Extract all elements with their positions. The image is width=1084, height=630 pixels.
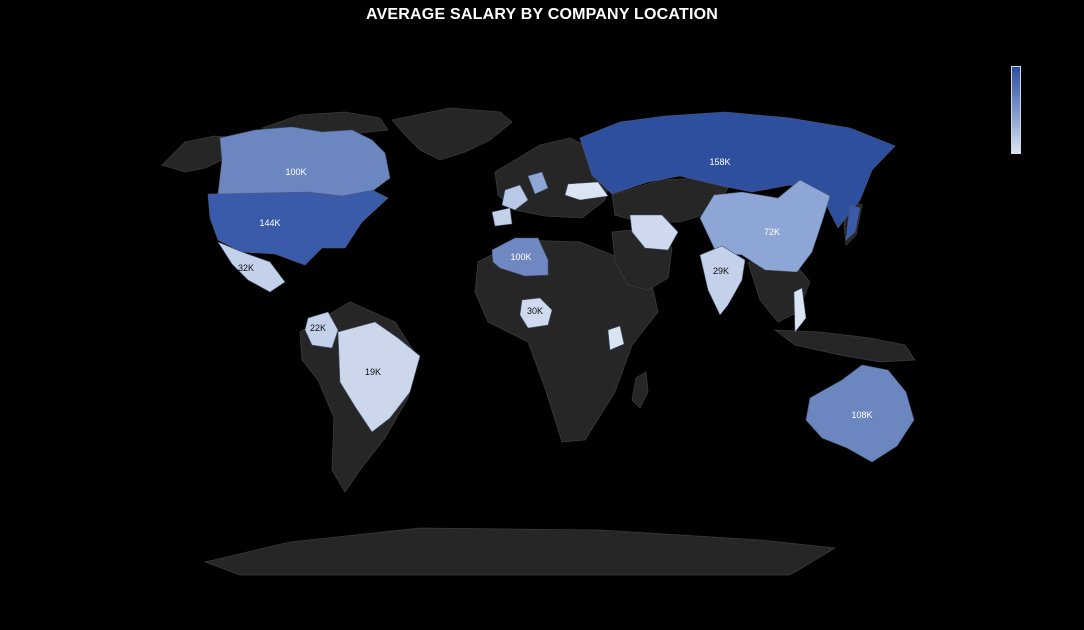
australia-shape: [805, 364, 915, 463]
japan-data-shape: [845, 204, 861, 241]
colombia-shape: [304, 311, 339, 349]
ukraine-shape: [564, 181, 609, 201]
france-shape: [501, 184, 529, 211]
india-shape: [699, 245, 746, 316]
data-label-russia: 158K: [709, 157, 730, 167]
africa-shape: [474, 239, 659, 443]
russia-shape: [579, 111, 896, 229]
data-label-brazil: 19K: [365, 367, 381, 377]
germany-shape: [527, 171, 549, 195]
greenland-shape: [391, 107, 513, 161]
vietnam-shape: [793, 287, 807, 333]
data-label-algeria: 100K: [510, 252, 531, 262]
data-label-australia: 108K: [851, 410, 872, 420]
data-label-united-states: 144K: [259, 218, 280, 228]
data-label-india: 29K: [713, 266, 729, 276]
color-scale-legend: [1011, 66, 1021, 154]
canada-shape: [217, 126, 391, 197]
antarctica-shape: [203, 527, 837, 576]
chart-title: AVERAGE SALARY BY COMPANY LOCATION: [365, 6, 719, 23]
algeria-shape: [491, 237, 549, 277]
brazil-shape: [337, 321, 421, 433]
data-label-colombia: 22K: [310, 323, 326, 333]
kenya-shape: [607, 325, 625, 351]
nigeria-shape: [519, 297, 553, 329]
china-shape: [699, 179, 831, 273]
data-label-mexico: 32K: [238, 263, 254, 273]
data-label-china: 72K: [764, 227, 780, 237]
mexico-shape: [217, 241, 286, 293]
madagascar-shape: [631, 371, 649, 409]
indonesia-shape: [773, 329, 916, 363]
data-label-nigeria: 30K: [527, 306, 543, 316]
iran-shape: [629, 214, 679, 251]
spain-shape: [491, 207, 513, 227]
data-label-canada: 100K: [285, 167, 306, 177]
